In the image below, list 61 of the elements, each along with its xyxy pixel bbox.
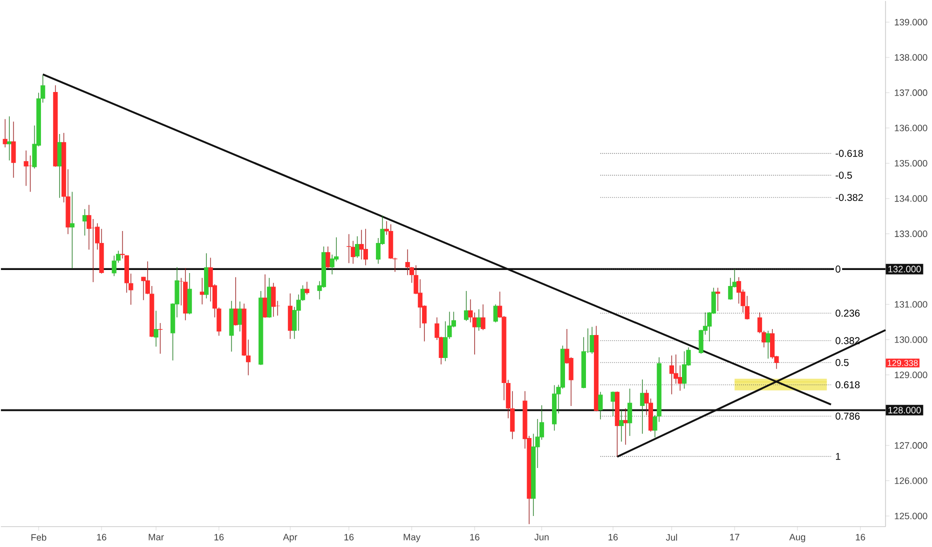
candlestick	[598, 392, 603, 420]
y-tick-label: 137.000	[894, 90, 928, 96]
x-tick-label: 16	[856, 534, 866, 541]
candlestick	[363, 228, 368, 266]
y-tick-label: 127.000	[894, 442, 928, 449]
candlestick	[610, 391, 616, 417]
x-tick-label: May	[404, 534, 420, 542]
candlestick	[770, 328, 775, 360]
y-tick-label: 138.000	[894, 54, 928, 61]
candlestick	[682, 351, 687, 390]
x-tick-label: Jul	[666, 534, 677, 541]
candlestick	[728, 278, 733, 300]
x-tick-label: Aug	[789, 534, 806, 542]
x-tick-label: 17	[730, 534, 740, 540]
x-tick-label: Feb	[31, 534, 46, 541]
candlestick	[271, 282, 276, 318]
text: 129.338	[888, 360, 918, 366]
series-label: -0.382	[836, 194, 863, 202]
x-tick-label: Jun	[534, 534, 549, 541]
x-tick-label: 16	[470, 534, 480, 541]
y-tick-label: 135.000	[894, 160, 928, 167]
candlestick	[627, 388, 632, 436]
series-label: 0.618	[836, 381, 860, 388]
candlestick	[619, 410, 624, 442]
candlestick	[346, 234, 352, 264]
candlestick	[354, 236, 360, 258]
y-tick-label: 125.000	[894, 512, 928, 520]
candlestick	[304, 282, 310, 296]
y-tick-label: 134.000	[894, 195, 928, 202]
series-label: 0.5	[836, 359, 849, 366]
x-tick-label: 16	[608, 534, 618, 541]
x-tick-label: 16	[214, 534, 224, 541]
candlestick	[480, 304, 486, 331]
series-label: 0.786	[836, 412, 860, 420]
y-tick-label: 129.000	[894, 372, 928, 378]
candlestick	[154, 310, 158, 348]
x-tick-label: Mar	[148, 534, 164, 541]
y-tick-label: 131.000	[894, 301, 928, 308]
candlestick	[716, 288, 720, 312]
candlestick	[590, 326, 594, 354]
series-label: -0.5	[836, 172, 852, 179]
candlestick	[238, 301, 242, 332]
series-label: 0.236	[836, 310, 860, 317]
candlestick	[326, 246, 330, 269]
series-label: -0.618	[836, 150, 863, 158]
x-tick-label: Apr	[283, 534, 298, 542]
ref-line-label: 132.000	[888, 266, 921, 273]
y-tick-label: 136.000	[894, 124, 928, 132]
y-tick-label: 139.000	[894, 19, 928, 26]
y-tick-label: 126.000	[894, 478, 928, 484]
y-tick-label: 130.000	[894, 336, 928, 344]
x-tick-label: 16	[97, 534, 106, 541]
series-label: 0	[836, 266, 840, 273]
series-label: 1	[836, 453, 840, 460]
series-label: 0.382	[836, 337, 860, 344]
candlestick	[262, 274, 268, 318]
y-tick-label: 133.000	[894, 230, 928, 238]
ref-line-label: 128.000	[888, 407, 921, 414]
candlestick	[669, 355, 674, 395]
x-tick-label: 16	[344, 534, 354, 541]
candlestick	[200, 278, 204, 305]
